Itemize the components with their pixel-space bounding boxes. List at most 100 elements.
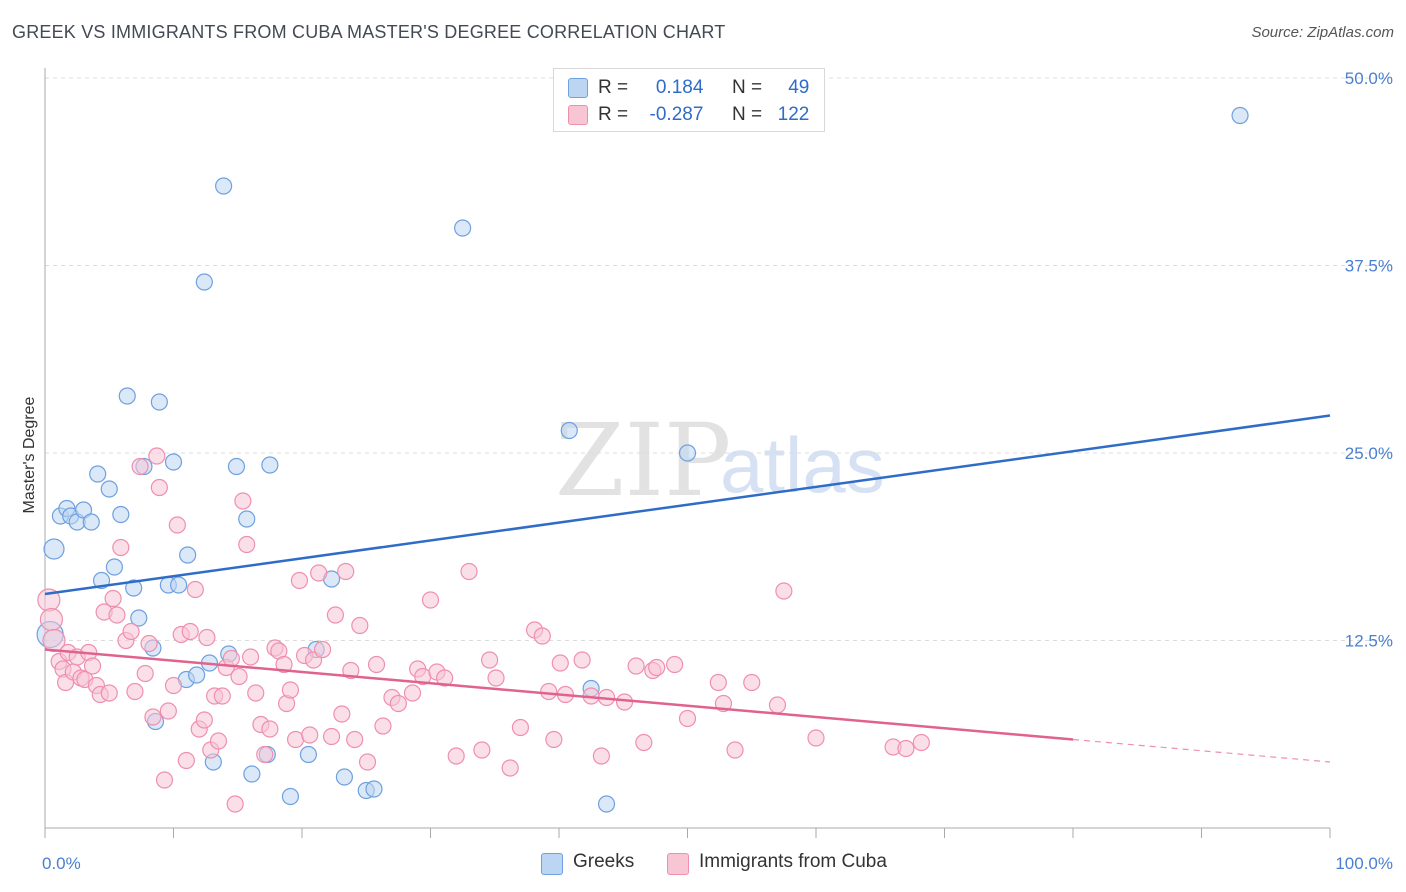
cuba-point: [313, 640, 332, 659]
greeks-point: [215, 177, 233, 195]
cuba-point: [261, 720, 279, 738]
greeks-point: [125, 579, 143, 597]
greeks-legend-swatch: [541, 853, 563, 875]
cuba-point: [186, 580, 204, 599]
cuba-point: [286, 730, 305, 749]
cuba-point: [238, 535, 256, 554]
cuba-point: [678, 709, 697, 728]
cuba-trend-line: [44, 648, 1074, 741]
cuba-point: [592, 747, 611, 765]
cuba-point: [226, 795, 244, 813]
tick-labels: 12.5% 25.0% 37.5% 50.0% 0.0% 100.0%: [42, 69, 1393, 873]
greeks-point: [82, 513, 100, 531]
cuba-point: [666, 655, 684, 674]
legend-r-value: 0.184: [655, 77, 704, 98]
cuba-point: [709, 673, 727, 692]
y-axis-label: Master's Degree: [21, 396, 38, 513]
greeks-point: [74, 501, 93, 519]
cuba-point: [181, 622, 199, 641]
cuba-point: [256, 745, 274, 764]
greeks-point: [130, 609, 148, 627]
cuba-trend-extension: [1072, 738, 1331, 763]
grid-lines: [45, 77, 1392, 641]
cuba-point: [635, 733, 653, 752]
cuba-point: [247, 684, 265, 702]
greeks-point: [365, 780, 383, 798]
greeks-point: [89, 465, 107, 483]
cuba-point: [310, 564, 328, 582]
correlation-legend: R = 0.184 N = 49 R = -0.287 N = 122: [553, 68, 825, 132]
greeks-legend-label: Greeks: [573, 851, 635, 872]
cuba-point: [473, 741, 491, 759]
cuba-point: [301, 726, 319, 744]
cuba-point: [198, 628, 216, 647]
cuba-point: [150, 478, 168, 497]
cuba-point: [351, 616, 369, 635]
legend-r-label: R =: [598, 77, 629, 98]
cuba-point: [112, 538, 130, 557]
y-tick-label: 12.5%: [1345, 632, 1393, 651]
watermark-atlas: atlas: [720, 421, 885, 509]
cuba-point: [100, 684, 118, 702]
cuba-legend-swatch: [667, 853, 689, 875]
cuba-point: [540, 682, 558, 701]
source-label: Source: ZipAtlas.com: [1251, 24, 1394, 41]
cuba-point: [136, 664, 154, 683]
cuba-point: [460, 562, 478, 581]
cuba-point: [275, 655, 293, 674]
cuba-point: [322, 727, 341, 746]
cuba-point: [290, 571, 309, 590]
cuba-point: [126, 682, 144, 701]
cuba-legend-label: Immigrants from Cuba: [699, 851, 887, 872]
cuba-point: [775, 582, 793, 600]
y-tick-label: 50.0%: [1345, 69, 1393, 88]
cuba-point: [168, 516, 186, 534]
greeks-point: [1231, 106, 1249, 125]
greeks-point: [195, 273, 213, 291]
legend-n-value: 49: [788, 77, 810, 98]
greeks-point: [105, 558, 123, 576]
cuba-point: [367, 655, 386, 674]
greeks-point: [170, 576, 188, 594]
legend-n-value: 122: [777, 104, 810, 125]
greeks-point: [678, 444, 697, 462]
cuba-point: [39, 607, 64, 632]
greeks-point: [597, 795, 616, 813]
cuba-point: [144, 708, 162, 726]
greeks-point: [299, 745, 318, 764]
greeks-trend-line: [44, 414, 1331, 596]
cuba-point: [281, 681, 300, 699]
greeks-point: [164, 453, 183, 471]
legend-r-value: -0.287: [649, 104, 704, 125]
cuba-point: [615, 693, 634, 711]
greeks-point: [150, 393, 168, 411]
cuba-point: [122, 622, 140, 641]
cuba-point: [333, 705, 351, 723]
cuba-point: [403, 684, 422, 702]
cuba-point: [337, 562, 355, 581]
cuba-point: [768, 696, 787, 714]
cuba-point: [551, 654, 569, 672]
cuba-point: [501, 759, 519, 777]
cuba-point: [726, 741, 744, 759]
cuba-point: [447, 747, 465, 765]
cuba-point: [374, 717, 392, 735]
cuba-point: [148, 447, 166, 465]
cuba-point: [159, 702, 177, 720]
greeks-point: [281, 787, 300, 806]
legend-r-label: R =: [598, 104, 629, 125]
greeks-point: [560, 421, 578, 440]
greeks-point: [227, 457, 246, 476]
cuba-point: [326, 606, 345, 624]
cuba-point: [897, 739, 915, 758]
cuba-point: [545, 730, 563, 749]
greeks-point: [243, 765, 261, 783]
cuba-swatch: [568, 105, 588, 125]
cuba-point: [177, 751, 195, 770]
greeks-point: [188, 666, 206, 684]
greeks-point: [179, 546, 197, 564]
cuba-point: [242, 648, 260, 666]
greeks-point: [118, 387, 136, 405]
greeks-swatch: [568, 78, 588, 98]
cuba-point: [83, 657, 102, 675]
